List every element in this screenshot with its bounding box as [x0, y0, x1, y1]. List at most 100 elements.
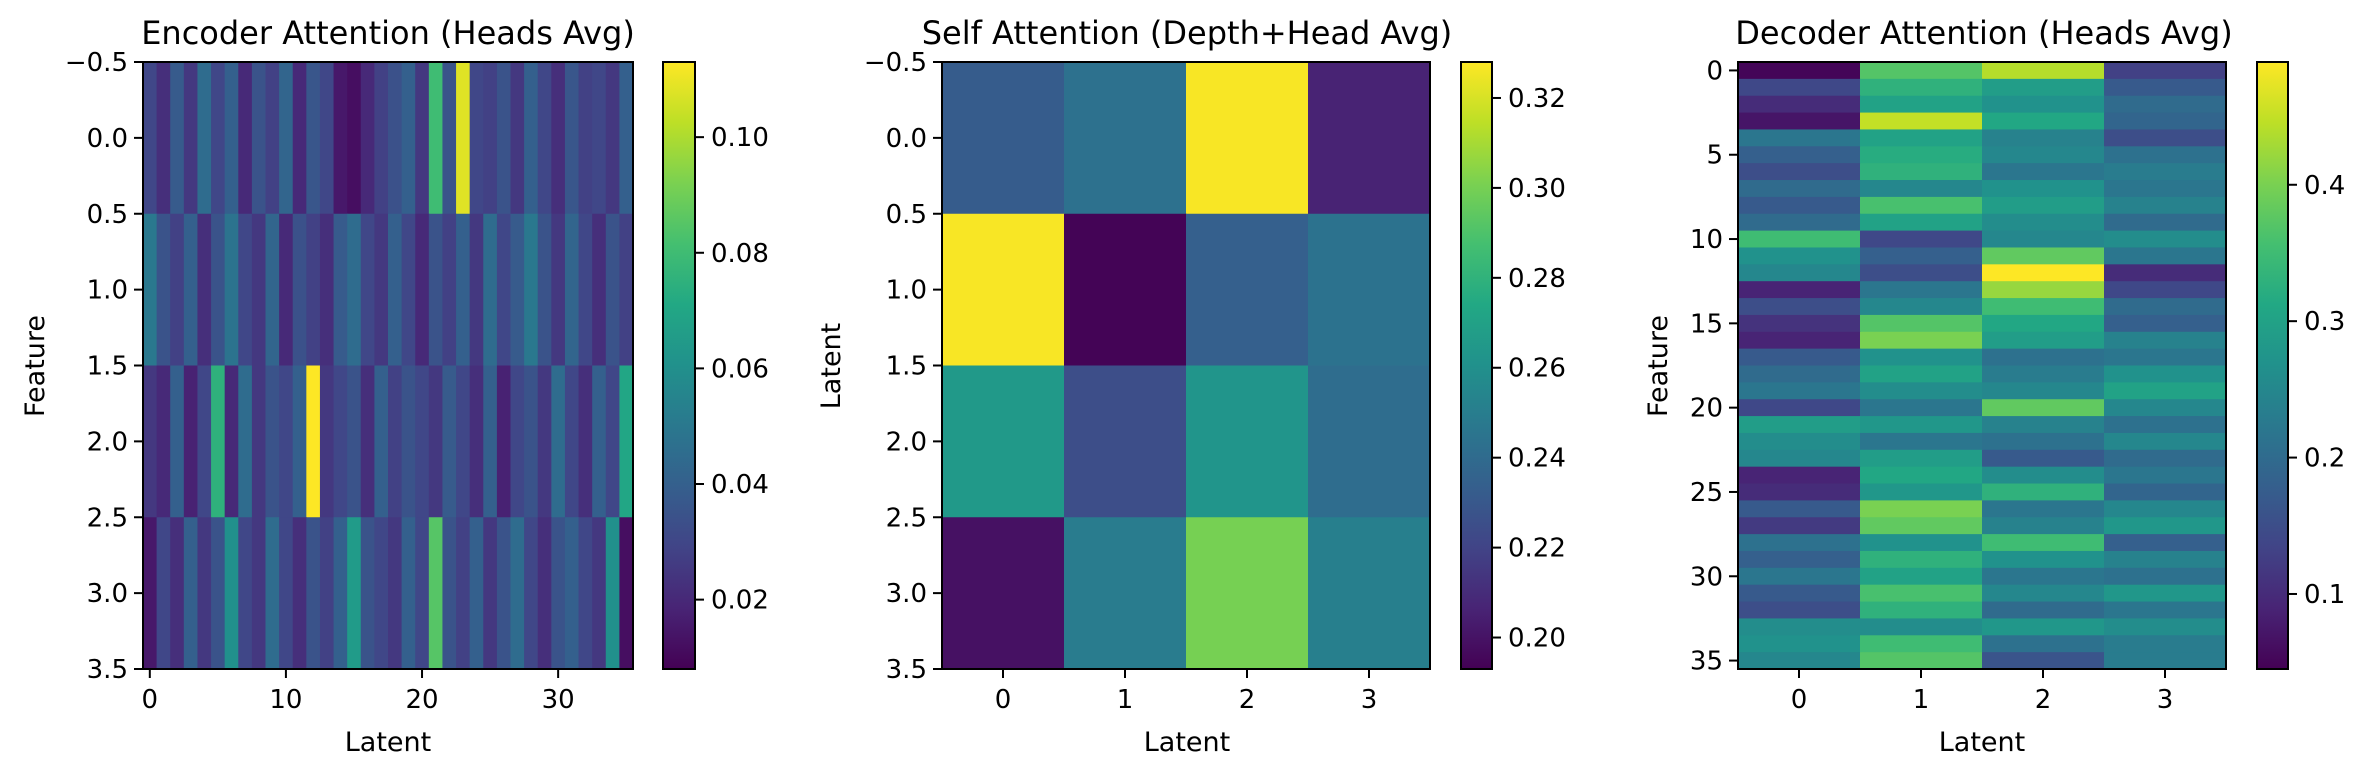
encoder-cell-r1-c10 — [279, 213, 294, 367]
decoder-cell-r7-c2 — [1982, 180, 2105, 198]
encoder-y-tick-label: −0.5 — [65, 48, 128, 78]
encoder-cell-r1-c15 — [347, 213, 362, 367]
self-y-tick-label: 3.5 — [886, 655, 927, 685]
encoder-y-tick-label: 2.5 — [87, 503, 128, 533]
encoder-cell-r1-c19 — [401, 213, 416, 367]
encoder-cell-r2-c17 — [374, 365, 389, 518]
encoder-cell-r2-c5 — [211, 365, 226, 518]
encoder-cell-r0-c18 — [388, 62, 403, 215]
encoder-cell-r0-c21 — [428, 62, 444, 215]
encoder-x-axis: 0 10 20 30 — [142, 669, 575, 715]
decoder-cell-r29-c2 — [1982, 550, 2105, 569]
encoder-cell-r1-c5 — [211, 213, 226, 367]
decoder-x-tick-label: 3 — [2157, 685, 2174, 715]
decoder-y-axis: 0 5 10 15 20 25 30 35 — [1690, 56, 1738, 677]
decoder-y-tick-label: 35 — [1690, 647, 1723, 677]
self-cell-r1-c0 — [942, 213, 1065, 367]
decoder-cell-r12-c1 — [1860, 264, 1983, 282]
encoder-cell-r1-c28 — [524, 213, 539, 367]
encoder-cell-r2-c32 — [578, 365, 593, 518]
encoder-cell-r3-c16 — [360, 517, 375, 670]
decoder-cell-r30-c2 — [1982, 567, 2105, 586]
encoder-y-tick-label: 2.0 — [87, 427, 128, 457]
decoder-cell-r22-c0 — [1738, 432, 1861, 451]
decoder-cell-r20-c0 — [1738, 399, 1861, 417]
decoder-cell-r20-c3 — [2104, 399, 2227, 417]
decoder-y-tick-label: 5 — [1706, 141, 1723, 171]
encoder-cell-r2-c3 — [183, 365, 199, 518]
decoder-cell-r16-c3 — [2104, 331, 2227, 350]
decoder-cell-r24-c0 — [1738, 466, 1861, 485]
encoder-cell-r1-c2 — [170, 213, 185, 367]
encoder-x-tick-label: 10 — [269, 685, 302, 715]
decoder-cell-r30-c1 — [1860, 567, 1983, 586]
decoder-cell-r23-c2 — [1982, 449, 2105, 468]
self-x-tick-label: 1 — [1117, 685, 1134, 715]
self-cell-r1-c1 — [1064, 213, 1187, 367]
decoder-cell-r13-c3 — [2104, 281, 2227, 299]
encoder-cell-r0-c30 — [551, 62, 566, 215]
decoder-cell-r11-c2 — [1982, 247, 2105, 265]
encoder-cell-r1-c20 — [415, 213, 430, 367]
encoder-cell-r2-c25 — [483, 365, 498, 518]
decoder-cell-r7-c0 — [1738, 180, 1861, 198]
encoder-y-tick-label: 3.5 — [87, 655, 128, 685]
decoder-cell-r19-c0 — [1738, 382, 1861, 400]
decoder-colorbar-frame — [2256, 61, 2289, 670]
encoder-cell-r0-c27 — [510, 62, 525, 215]
decoder-cell-r23-c0 — [1738, 449, 1861, 468]
encoder-cell-r3-c33 — [592, 517, 607, 670]
encoder-cell-r3-c35 — [619, 517, 634, 670]
encoder-cell-r2-c21 — [428, 365, 444, 518]
encoder-cell-r0-c13 — [319, 62, 335, 215]
decoder-cell-r11-c1 — [1860, 247, 1983, 265]
decoder-cell-r30-c0 — [1738, 567, 1861, 586]
decoder-cell-r0-c3 — [2104, 62, 2227, 80]
self-colorbar-tick-label: 0.20 — [1508, 624, 1566, 654]
self-colorbar-ticks: 0.20 0.22 0.24 0.26 0.28 0.30 0.32 — [1492, 84, 1566, 654]
decoder-cell-r21-c1 — [1860, 416, 1983, 434]
decoder-cell-r23-c1 — [1860, 449, 1983, 468]
decoder-cell-r4-c1 — [1860, 129, 1983, 147]
decoder-cell-r34-c2 — [1982, 635, 2105, 653]
decoder-cell-r15-c2 — [1982, 314, 2105, 333]
encoder-cell-r0-c34 — [605, 62, 620, 215]
encoder-cell-r2-c7 — [238, 365, 253, 518]
self-cell-r2-c1 — [1064, 365, 1187, 518]
encoder-cell-r0-c16 — [360, 62, 375, 215]
encoder-cell-r1-c7 — [238, 213, 253, 367]
encoder-cell-r2-c8 — [251, 365, 267, 518]
encoder-cell-r3-c0 — [143, 517, 158, 670]
decoder-cell-r9-c0 — [1738, 213, 1861, 232]
decoder-cell-r31-c3 — [2104, 584, 2227, 603]
encoder-cell-r0-c6 — [224, 62, 239, 215]
self-colorbar-tick-label: 0.32 — [1508, 84, 1566, 114]
encoder-cell-r2-c26 — [496, 365, 512, 518]
encoder-cell-r0-c28 — [524, 62, 539, 215]
decoder-cell-r8-c3 — [2104, 196, 2227, 215]
encoder-cell-r0-c15 — [347, 62, 362, 215]
self-y-axis: −0.5 0.0 0.5 1.0 1.5 2.0 2.5 3.0 3.5 — [864, 48, 942, 685]
encoder-cell-r2-c14 — [333, 365, 348, 518]
decoder-cell-r21-c3 — [2104, 416, 2227, 434]
encoder-cell-r1-c0 — [143, 213, 158, 367]
encoder-cell-r2-c1 — [156, 365, 171, 518]
decoder-cell-r1-c3 — [2104, 78, 2227, 97]
decoder-x-tick-label: 1 — [1913, 685, 1930, 715]
encoder-heatmap — [143, 62, 634, 670]
decoder-cell-r8-c1 — [1860, 196, 1983, 215]
encoder-cell-r1-c33 — [592, 213, 607, 367]
decoder-x-tick-label: 0 — [1791, 685, 1808, 715]
decoder-x-axis: 0 1 2 3 — [1791, 669, 2174, 715]
encoder-cell-r0-c25 — [483, 62, 498, 215]
encoder-cell-r1-c21 — [428, 213, 444, 367]
encoder-cell-r3-c7 — [238, 517, 253, 670]
decoder-cell-r18-c3 — [2104, 365, 2227, 383]
encoder-cell-r2-c20 — [415, 365, 430, 518]
decoder-cell-r3-c2 — [1982, 112, 2105, 131]
decoder-cell-r17-c2 — [1982, 348, 2105, 367]
encoder-cell-r3-c21 — [428, 517, 444, 670]
encoder-cell-r3-c26 — [496, 517, 512, 670]
decoder-cell-r6-c0 — [1738, 163, 1861, 181]
encoder-x-axis-label: Latent — [345, 727, 431, 758]
